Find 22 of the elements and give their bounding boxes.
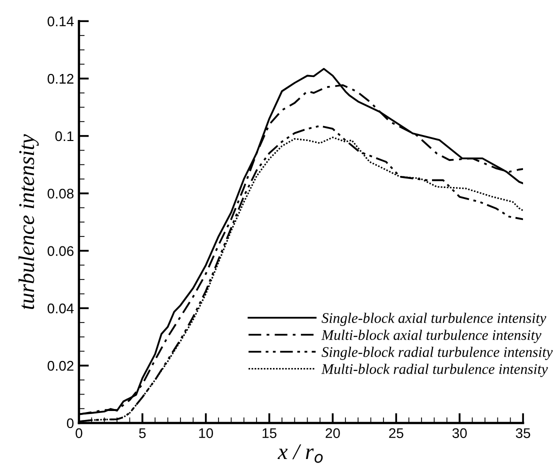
y-tick-label: 0.14: [48, 16, 74, 26]
x-tick-label: 10: [199, 428, 214, 438]
x-tick-label: 30: [452, 428, 467, 438]
x-tick-label: 5: [139, 428, 146, 438]
y-axis-title: turbulence intensity: [18, 134, 39, 310]
y-tick-label: 0.1: [55, 131, 74, 142]
x-tick-label: 20: [326, 428, 340, 438]
y-tick-label: 0.02: [48, 360, 74, 371]
legend-label: Single-block radial turbulence intensity: [322, 346, 553, 360]
legend-label: Multi-block radial turbulence intensity: [321, 364, 548, 377]
x-axis-title: x / r$_{o}$: [278, 444, 323, 463]
y-tick-label: 0: [66, 418, 74, 428]
y-tick-label: 0.04: [48, 304, 74, 314]
legend-label: Single-block axial turbulence intensity: [322, 312, 546, 326]
y-tick-label: 0.12: [48, 74, 74, 84]
x-tick-label: 35: [516, 428, 530, 438]
legend-label: Multi-block axial turbulence intensity: [321, 330, 542, 343]
x-tick-label: 25: [389, 428, 404, 438]
y-tick-label: 0.08: [48, 188, 74, 199]
y-tick-label: 0.06: [48, 246, 74, 256]
x-tick-label: 15: [262, 428, 276, 438]
x-tick-label: 0: [76, 428, 82, 438]
